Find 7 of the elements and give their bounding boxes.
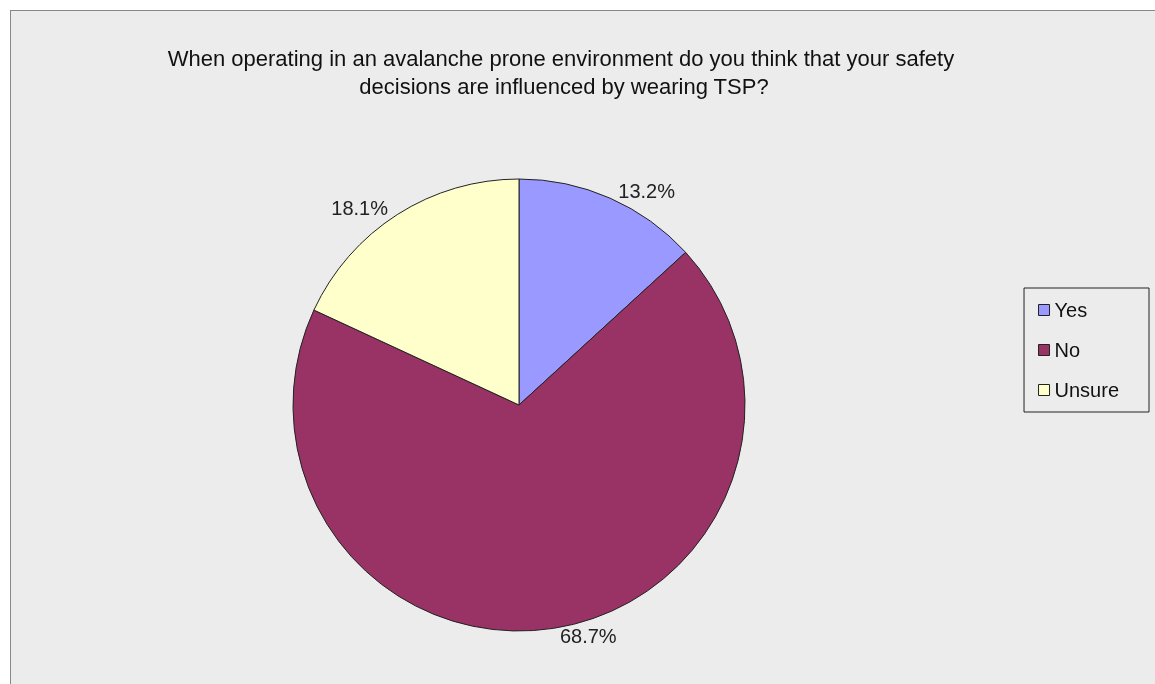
legend-label: No: [1054, 339, 1081, 361]
data-label: 13.2%: [618, 179, 676, 202]
data-label: 18.1%: [331, 196, 389, 219]
legend-label: Yes: [1054, 299, 1088, 321]
data-label: 68.7%: [559, 625, 617, 648]
chart-title: When operating in an avalanche prone environment do you think that your safety decisions are influenced by wearing TSP?: [167, 45, 961, 99]
legend-label: Unsure: [1054, 379, 1120, 401]
